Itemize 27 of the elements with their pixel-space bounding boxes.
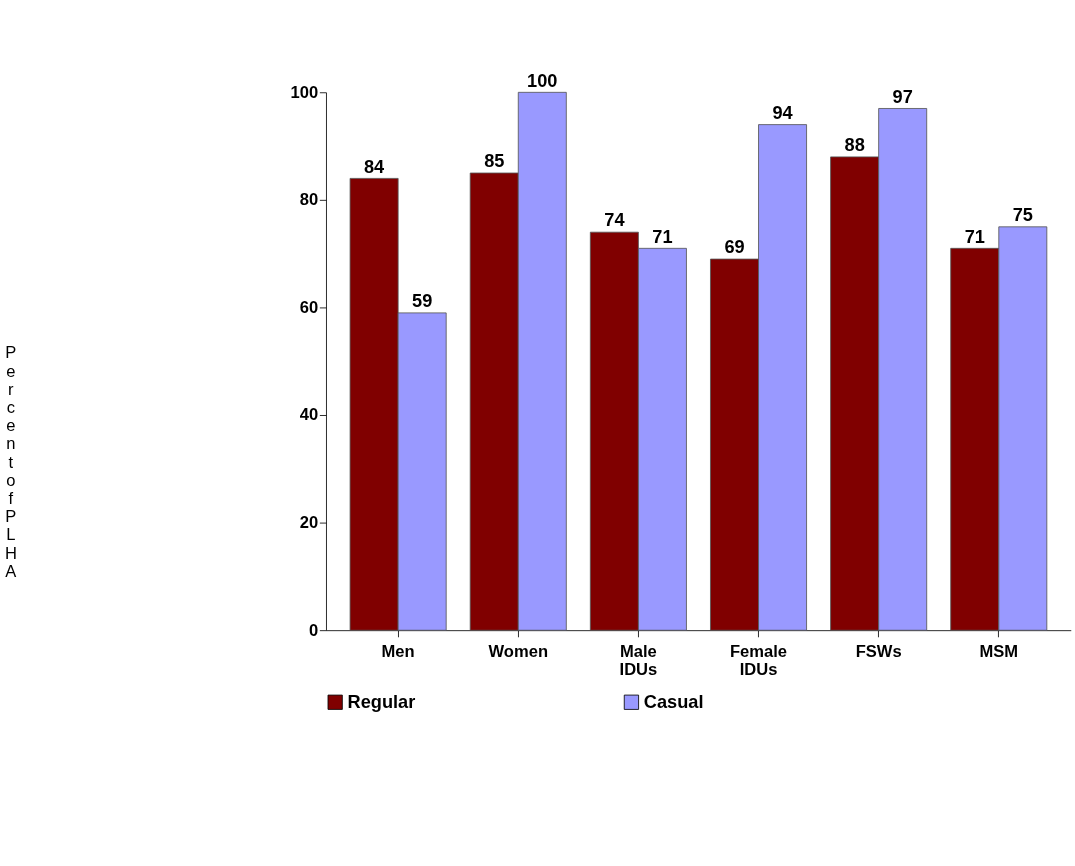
legend-label: Casual [643, 692, 704, 713]
data-label: 84 [363, 156, 386, 177]
y-tick-label: 20 [299, 513, 319, 533]
x-tick-label: FSWs [855, 642, 902, 662]
x-tick-label: Women [488, 642, 548, 662]
data-label: 97 [892, 86, 913, 107]
x-tick-label: Men [381, 642, 415, 662]
legend-label: Regular [347, 692, 416, 713]
data-label: 75 [1012, 205, 1033, 226]
x-tick-label: MSM [979, 642, 1019, 662]
x-tick-label: Male IDUs [619, 642, 658, 680]
text: Percent of PLHA [4, 343, 17, 581]
data-label: 69 [724, 237, 745, 258]
data-label: 100 [527, 70, 558, 91]
x-tick-label: Female IDUs [730, 642, 788, 680]
data-label: 74 [604, 210, 626, 231]
y-tick-label: 60 [299, 297, 319, 317]
data-label: 71 [964, 226, 985, 247]
data-label: 88 [844, 135, 865, 156]
y-tick-label: 0 [308, 620, 319, 640]
data-label: 94 [772, 102, 794, 123]
y-tick-label: 40 [299, 405, 319, 425]
y-tick-label: 100 [290, 82, 319, 102]
data-label: 59 [412, 291, 433, 312]
data-label: 85 [484, 151, 505, 172]
y-tick-label: 80 [299, 190, 319, 210]
data-label: 71 [652, 226, 673, 247]
